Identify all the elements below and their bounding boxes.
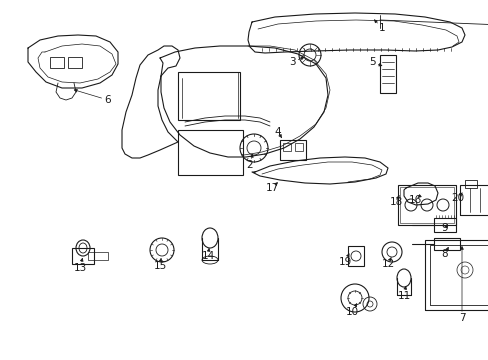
Bar <box>283 143 290 151</box>
Bar <box>424 240 488 310</box>
Bar <box>397 185 455 225</box>
Text: 17: 17 <box>265 183 278 193</box>
Bar <box>294 143 303 151</box>
Bar <box>347 246 363 266</box>
Text: 9: 9 <box>441 223 447 233</box>
Text: 20: 20 <box>450 193 464 203</box>
Bar <box>68 57 82 68</box>
Bar <box>459 185 488 215</box>
Text: 14: 14 <box>201 251 214 261</box>
Text: 7: 7 <box>458 313 465 323</box>
Text: 6: 6 <box>104 95 111 105</box>
Text: 16: 16 <box>407 195 421 205</box>
Bar <box>399 187 453 223</box>
Text: 1: 1 <box>378 23 385 33</box>
Text: 18: 18 <box>388 197 402 207</box>
Bar <box>464 180 476 188</box>
Bar <box>379 55 395 93</box>
Bar <box>433 218 455 232</box>
Bar <box>433 238 459 250</box>
Text: 11: 11 <box>397 291 410 301</box>
Text: 8: 8 <box>441 249 447 259</box>
Text: 3: 3 <box>288 57 295 67</box>
Text: 12: 12 <box>381 259 394 269</box>
Bar <box>178 130 243 175</box>
Text: 5: 5 <box>368 57 375 67</box>
Bar <box>178 72 240 120</box>
Text: 13: 13 <box>73 263 86 273</box>
Bar <box>88 252 108 260</box>
Text: 4: 4 <box>274 127 281 137</box>
Bar <box>50 57 64 68</box>
Bar <box>280 140 305 160</box>
Text: 15: 15 <box>153 261 166 271</box>
Text: 2: 2 <box>246 160 253 170</box>
Text: 19: 19 <box>338 257 351 267</box>
Bar <box>429 245 488 305</box>
Text: 10: 10 <box>345 307 358 317</box>
Bar <box>72 248 94 264</box>
